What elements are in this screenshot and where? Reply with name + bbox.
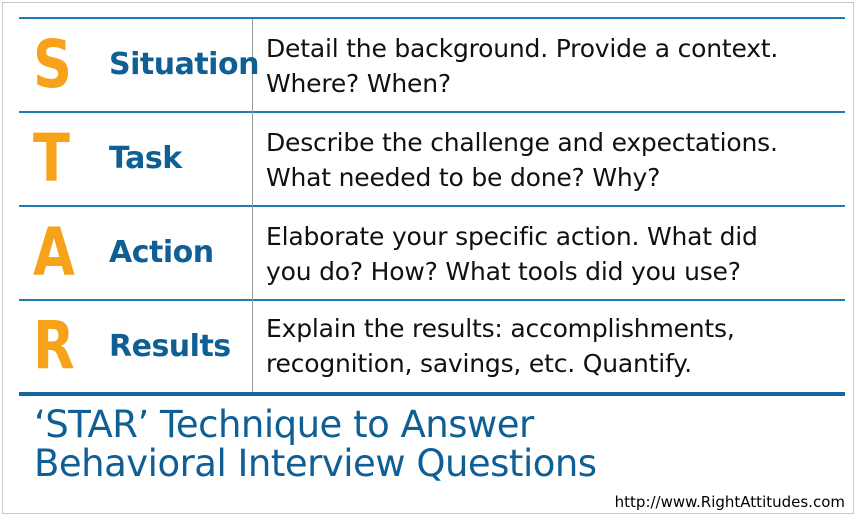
description-line: Detail the background. Provide a context… (266, 34, 779, 63)
row-task: T Task Describe the challenge and expect… (19, 113, 845, 205)
description-line: you do? How? What tools did you use? (266, 257, 741, 286)
step-name-task: Task (109, 141, 182, 176)
star-letter-r: R (33, 307, 75, 384)
bottom-rule (19, 392, 845, 396)
title-line: Behavioral Interview Questions (34, 442, 597, 485)
description-line: recognition, savings, etc. Quantify. (266, 349, 692, 378)
step-name-results: Results (109, 329, 231, 364)
description-line: Where? When? (266, 69, 451, 98)
description-line: Elaborate your specific action. What did (266, 222, 758, 251)
column-divider (252, 19, 253, 392)
step-name-action: Action (109, 235, 214, 270)
top-rule (19, 17, 845, 19)
step-description-results: Explain the results: accomplishments, re… (266, 311, 836, 381)
title-line: ‘STAR’ Technique to Answer (34, 403, 534, 446)
row-results: R Results Explain the results: accomplis… (19, 301, 845, 392)
star-letter-a: A (33, 214, 75, 291)
step-description-task: Describe the challenge and expectations.… (266, 125, 836, 195)
star-letter-t: T (33, 120, 70, 197)
row-divider-2 (19, 205, 845, 207)
description-line: What needed to be done? Why? (266, 163, 661, 192)
page-title: ‘STAR’ Technique to Answer Behavioral In… (34, 405, 597, 483)
row-action: A Action Elaborate your specific action.… (19, 207, 845, 299)
star-table: S Situation Detail the background. Provi… (19, 17, 845, 396)
description-line: Explain the results: accomplishments, (266, 314, 735, 343)
source-url: http://www.RightAttitudes.com (614, 493, 845, 511)
step-description-action: Elaborate your specific action. What did… (266, 219, 836, 289)
step-description-situation: Detail the background. Provide a context… (266, 31, 836, 101)
description-line: Describe the challenge and expectations. (266, 128, 778, 157)
step-name-situation: Situation (109, 47, 259, 82)
row-situation: S Situation Detail the background. Provi… (19, 19, 845, 111)
row-divider-3 (19, 299, 845, 301)
star-letter-s: S (33, 26, 72, 103)
row-divider-1 (19, 111, 845, 113)
